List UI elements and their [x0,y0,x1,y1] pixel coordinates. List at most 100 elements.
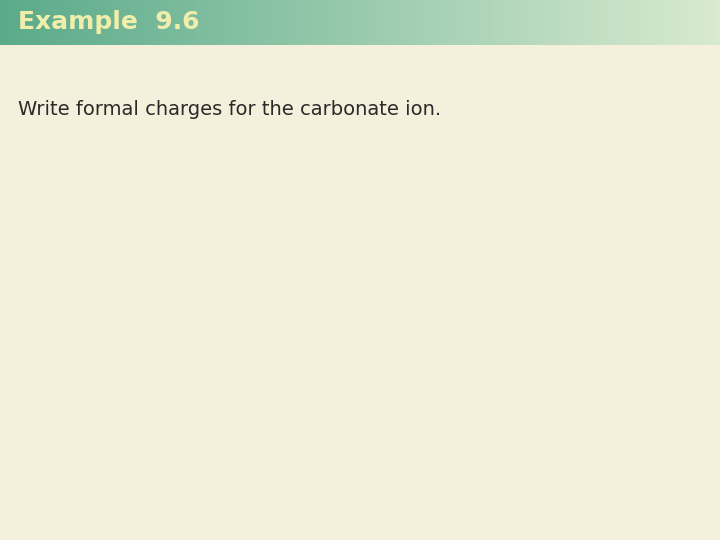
Bar [522,0,524,45]
Bar [575,0,577,45]
Bar [259,0,261,45]
Bar [60,0,62,45]
Bar [608,0,611,45]
Bar [248,0,251,45]
Bar [315,0,318,45]
Bar [81,0,84,45]
Bar [419,0,422,45]
Bar [565,0,567,45]
Bar [320,0,323,45]
Bar [56,0,58,45]
Bar [241,0,243,45]
Bar [464,0,467,45]
Bar [389,0,391,45]
Bar [675,0,678,45]
Bar [680,0,683,45]
Bar [355,0,357,45]
Bar [239,0,242,45]
Bar [405,0,408,45]
Bar [697,0,699,45]
Text: Example  9.6: Example 9.6 [18,10,199,35]
Bar [594,0,596,45]
Text: Write formal charges for the carbonate ion.: Write formal charges for the carbonate i… [18,100,441,119]
Bar [635,0,638,45]
Bar [324,0,326,45]
Bar [1,0,4,45]
Bar [313,0,315,45]
Bar [445,0,447,45]
Bar [589,0,591,45]
Bar [400,0,402,45]
Bar [593,0,595,45]
Bar [587,0,589,45]
Bar [425,0,427,45]
Bar [85,0,87,45]
Bar [137,0,139,45]
Bar [265,0,267,45]
Bar [328,0,330,45]
Bar [639,0,642,45]
Bar [666,0,668,45]
Bar [198,0,200,45]
Bar [637,0,639,45]
Bar [187,0,189,45]
Bar [392,0,395,45]
Bar [482,0,485,45]
Bar [374,0,377,45]
Bar [272,0,274,45]
Bar [140,0,143,45]
Bar [301,0,303,45]
Bar [222,0,224,45]
Bar [416,0,418,45]
Bar [373,0,375,45]
Bar [455,0,458,45]
Bar [130,0,132,45]
Bar [713,0,715,45]
Bar [246,0,249,45]
Bar [423,0,426,45]
Bar [234,0,236,45]
Bar [270,0,272,45]
Bar [65,0,67,45]
Bar [630,0,632,45]
Bar [94,0,96,45]
Bar [310,0,312,45]
Bar [491,0,494,45]
Bar [582,0,584,45]
Bar [580,0,582,45]
Bar [410,0,413,45]
Bar [644,0,647,45]
Bar [335,0,337,45]
Bar [40,0,42,45]
Bar [160,0,163,45]
Bar [479,0,481,45]
Bar [616,0,618,45]
Bar [614,0,616,45]
Bar [628,0,631,45]
Bar [108,0,110,45]
Bar [153,0,156,45]
Bar [23,0,26,45]
Bar [289,0,292,45]
Bar [171,0,174,45]
Bar [308,0,310,45]
Bar [714,0,717,45]
Bar [534,0,537,45]
Bar [454,0,456,45]
Bar [148,0,150,45]
Bar [711,0,714,45]
Bar [317,0,319,45]
Bar [164,0,166,45]
Bar [385,0,387,45]
Bar [450,0,452,45]
Bar [157,0,159,45]
Bar [468,0,470,45]
Bar [510,0,512,45]
Bar [634,0,636,45]
Bar [560,0,562,45]
Bar [207,0,210,45]
Bar [598,0,600,45]
Bar [25,0,27,45]
Bar [657,0,660,45]
Bar [279,0,282,45]
